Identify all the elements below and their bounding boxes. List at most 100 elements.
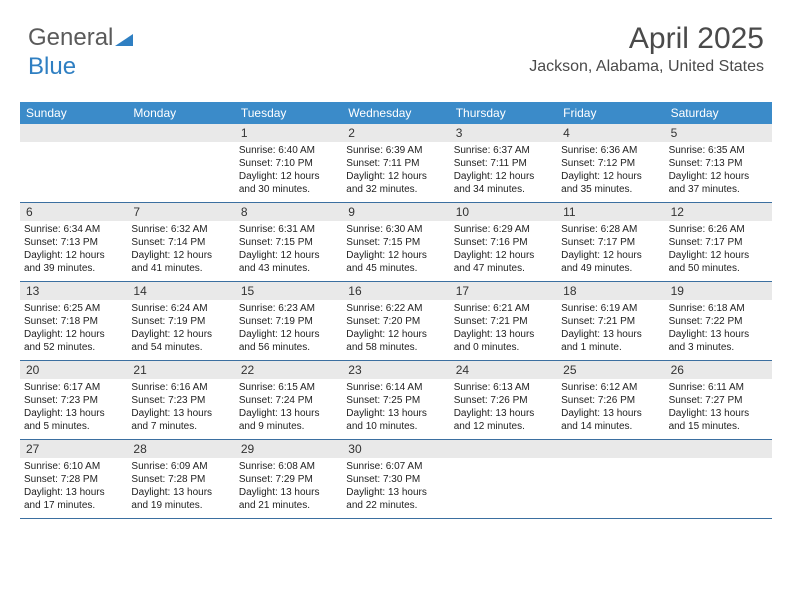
daylight-text: Daylight: 12 hours and 45 minutes. [346, 249, 445, 275]
day-details: Sunrise: 6:13 AMSunset: 7:26 PMDaylight:… [450, 379, 557, 437]
sunset-text: Sunset: 7:19 PM [239, 315, 338, 328]
daylight-text: Daylight: 12 hours and 35 minutes. [561, 170, 660, 196]
day-details: Sunrise: 6:29 AMSunset: 7:16 PMDaylight:… [450, 221, 557, 279]
day-cell: 10Sunrise: 6:29 AMSunset: 7:16 PMDayligh… [450, 203, 557, 281]
calendar-grid: SundayMondayTuesdayWednesdayThursdayFrid… [20, 102, 772, 519]
day-cell: 18Sunrise: 6:19 AMSunset: 7:21 PMDayligh… [557, 282, 664, 360]
sunset-text: Sunset: 7:23 PM [131, 394, 230, 407]
sunset-text: Sunset: 7:19 PM [131, 315, 230, 328]
daylight-text: Daylight: 12 hours and 50 minutes. [669, 249, 768, 275]
sunset-text: Sunset: 7:11 PM [346, 157, 445, 170]
sunset-text: Sunset: 7:16 PM [454, 236, 553, 249]
day-cell: 23Sunrise: 6:14 AMSunset: 7:25 PMDayligh… [342, 361, 449, 439]
day-cell [557, 440, 664, 518]
daylight-text: Daylight: 13 hours and 22 minutes. [346, 486, 445, 512]
daylight-text: Daylight: 13 hours and 12 minutes. [454, 407, 553, 433]
sunset-text: Sunset: 7:12 PM [561, 157, 660, 170]
day-number: 23 [342, 361, 449, 379]
location-text: Jackson, Alabama, United States [529, 58, 764, 76]
day-cell: 24Sunrise: 6:13 AMSunset: 7:26 PMDayligh… [450, 361, 557, 439]
day-cell: 22Sunrise: 6:15 AMSunset: 7:24 PMDayligh… [235, 361, 342, 439]
sunrise-text: Sunrise: 6:19 AM [561, 302, 660, 315]
sunset-text: Sunset: 7:24 PM [239, 394, 338, 407]
sunrise-text: Sunrise: 6:26 AM [669, 223, 768, 236]
brand-part2: Blue [28, 53, 76, 80]
week-row: 1Sunrise: 6:40 AMSunset: 7:10 PMDaylight… [20, 124, 772, 203]
day-details: Sunrise: 6:17 AMSunset: 7:23 PMDaylight:… [20, 379, 127, 437]
sunrise-text: Sunrise: 6:40 AM [239, 144, 338, 157]
day-details: Sunrise: 6:16 AMSunset: 7:23 PMDaylight:… [127, 379, 234, 437]
day-details: Sunrise: 6:23 AMSunset: 7:19 PMDaylight:… [235, 300, 342, 358]
sunset-text: Sunset: 7:28 PM [24, 473, 123, 486]
day-number: 15 [235, 282, 342, 300]
daylight-text: Daylight: 12 hours and 30 minutes. [239, 170, 338, 196]
sunrise-text: Sunrise: 6:09 AM [131, 460, 230, 473]
weeks-container: 1Sunrise: 6:40 AMSunset: 7:10 PMDaylight… [20, 124, 772, 519]
day-details: Sunrise: 6:11 AMSunset: 7:27 PMDaylight:… [665, 379, 772, 437]
daylight-text: Daylight: 13 hours and 7 minutes. [131, 407, 230, 433]
day-cell: 14Sunrise: 6:24 AMSunset: 7:19 PMDayligh… [127, 282, 234, 360]
day-number: 28 [127, 440, 234, 458]
day-cell [665, 440, 772, 518]
sunrise-text: Sunrise: 6:25 AM [24, 302, 123, 315]
daylight-text: Daylight: 12 hours and 47 minutes. [454, 249, 553, 275]
header-block: April 2025 Jackson, Alabama, United Stat… [529, 22, 764, 76]
day-cell: 1Sunrise: 6:40 AMSunset: 7:10 PMDaylight… [235, 124, 342, 202]
week-row: 20Sunrise: 6:17 AMSunset: 7:23 PMDayligh… [20, 361, 772, 440]
sunrise-text: Sunrise: 6:28 AM [561, 223, 660, 236]
day-details: Sunrise: 6:24 AMSunset: 7:19 PMDaylight:… [127, 300, 234, 358]
day-details: Sunrise: 6:40 AMSunset: 7:10 PMDaylight:… [235, 142, 342, 200]
sunset-text: Sunset: 7:23 PM [24, 394, 123, 407]
sunrise-text: Sunrise: 6:13 AM [454, 381, 553, 394]
sunset-text: Sunset: 7:20 PM [346, 315, 445, 328]
day-cell: 12Sunrise: 6:26 AMSunset: 7:17 PMDayligh… [665, 203, 772, 281]
day-number [127, 124, 234, 142]
sunrise-text: Sunrise: 6:34 AM [24, 223, 123, 236]
weekday-header: Wednesday [342, 102, 449, 124]
day-cell: 26Sunrise: 6:11 AMSunset: 7:27 PMDayligh… [665, 361, 772, 439]
sunset-text: Sunset: 7:22 PM [669, 315, 768, 328]
day-cell: 7Sunrise: 6:32 AMSunset: 7:14 PMDaylight… [127, 203, 234, 281]
day-cell: 29Sunrise: 6:08 AMSunset: 7:29 PMDayligh… [235, 440, 342, 518]
sunrise-text: Sunrise: 6:17 AM [24, 381, 123, 394]
sunrise-text: Sunrise: 6:24 AM [131, 302, 230, 315]
daylight-text: Daylight: 12 hours and 41 minutes. [131, 249, 230, 275]
day-details: Sunrise: 6:10 AMSunset: 7:28 PMDaylight:… [20, 458, 127, 516]
sunrise-text: Sunrise: 6:23 AM [239, 302, 338, 315]
sunrise-text: Sunrise: 6:39 AM [346, 144, 445, 157]
sunset-text: Sunset: 7:15 PM [239, 236, 338, 249]
sunrise-text: Sunrise: 6:22 AM [346, 302, 445, 315]
day-number [557, 440, 664, 458]
weekday-header: Thursday [450, 102, 557, 124]
day-details: Sunrise: 6:14 AMSunset: 7:25 PMDaylight:… [342, 379, 449, 437]
day-number: 29 [235, 440, 342, 458]
day-number: 30 [342, 440, 449, 458]
day-cell [450, 440, 557, 518]
day-number: 14 [127, 282, 234, 300]
day-number: 16 [342, 282, 449, 300]
daylight-text: Daylight: 12 hours and 49 minutes. [561, 249, 660, 275]
day-details: Sunrise: 6:34 AMSunset: 7:13 PMDaylight:… [20, 221, 127, 279]
day-cell: 2Sunrise: 6:39 AMSunset: 7:11 PMDaylight… [342, 124, 449, 202]
daylight-text: Daylight: 13 hours and 15 minutes. [669, 407, 768, 433]
day-cell: 25Sunrise: 6:12 AMSunset: 7:26 PMDayligh… [557, 361, 664, 439]
day-number [665, 440, 772, 458]
day-cell: 8Sunrise: 6:31 AMSunset: 7:15 PMDaylight… [235, 203, 342, 281]
sunrise-text: Sunrise: 6:37 AM [454, 144, 553, 157]
daylight-text: Daylight: 13 hours and 21 minutes. [239, 486, 338, 512]
week-row: 27Sunrise: 6:10 AMSunset: 7:28 PMDayligh… [20, 440, 772, 519]
day-details: Sunrise: 6:12 AMSunset: 7:26 PMDaylight:… [557, 379, 664, 437]
day-cell: 15Sunrise: 6:23 AMSunset: 7:19 PMDayligh… [235, 282, 342, 360]
sunset-text: Sunset: 7:17 PM [561, 236, 660, 249]
sunset-text: Sunset: 7:11 PM [454, 157, 553, 170]
weekday-header: Saturday [665, 102, 772, 124]
day-number [20, 124, 127, 142]
sunrise-text: Sunrise: 6:15 AM [239, 381, 338, 394]
sunrise-text: Sunrise: 6:21 AM [454, 302, 553, 315]
day-details: Sunrise: 6:30 AMSunset: 7:15 PMDaylight:… [342, 221, 449, 279]
week-row: 6Sunrise: 6:34 AMSunset: 7:13 PMDaylight… [20, 203, 772, 282]
day-details: Sunrise: 6:31 AMSunset: 7:15 PMDaylight:… [235, 221, 342, 279]
day-number: 24 [450, 361, 557, 379]
sunset-text: Sunset: 7:25 PM [346, 394, 445, 407]
day-details: Sunrise: 6:36 AMSunset: 7:12 PMDaylight:… [557, 142, 664, 200]
